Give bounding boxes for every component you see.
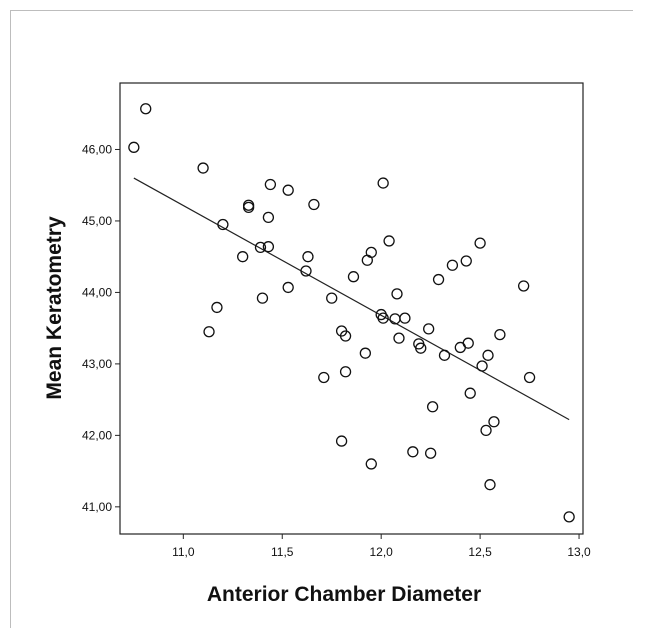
data-point xyxy=(523,371,536,384)
data-point xyxy=(128,141,140,153)
data-point xyxy=(254,241,267,254)
x-tick-label: 11,5 xyxy=(271,545,294,559)
data-point xyxy=(365,458,377,470)
data-point xyxy=(262,241,275,253)
data-point xyxy=(563,511,575,523)
x-tick-label: 13,0 xyxy=(567,545,591,559)
x-axis-title: Anterior Chamber Diameter xyxy=(207,583,481,606)
y-tick-label: 44,00 xyxy=(82,285,112,299)
data-point xyxy=(426,401,439,413)
data-point xyxy=(318,371,330,384)
data-point xyxy=(462,337,474,349)
y-tick-label: 42,00 xyxy=(82,428,112,442)
data-point xyxy=(393,332,405,344)
x-tick-label: 12,0 xyxy=(369,545,393,559)
data-point xyxy=(424,447,437,459)
data-point xyxy=(488,416,500,428)
data-points xyxy=(128,103,575,523)
data-point xyxy=(335,435,348,447)
data-point xyxy=(264,178,277,191)
data-point xyxy=(359,347,372,359)
data-point xyxy=(377,177,389,189)
data-point xyxy=(399,312,411,324)
data-point xyxy=(339,366,352,378)
data-point xyxy=(415,342,427,354)
data-point xyxy=(237,251,249,263)
y-tick-label: 45,00 xyxy=(82,214,112,228)
data-point xyxy=(383,235,395,247)
y-tick-label: 46,00 xyxy=(82,142,112,156)
data-point xyxy=(197,162,209,174)
data-point xyxy=(474,237,486,249)
data-point xyxy=(300,265,312,277)
y-tick-label: 41,00 xyxy=(82,500,112,514)
data-point xyxy=(517,280,530,292)
figure-frame xyxy=(10,10,633,628)
data-point xyxy=(377,312,389,324)
data-point xyxy=(217,218,229,231)
y-tick-label: 43,00 xyxy=(82,357,112,371)
data-point xyxy=(256,292,269,304)
data-point xyxy=(476,360,488,372)
data-point xyxy=(308,198,320,211)
data-point xyxy=(432,273,445,286)
data-point xyxy=(140,103,152,115)
data-point xyxy=(282,184,294,196)
data-point xyxy=(446,259,459,271)
data-point xyxy=(423,323,435,335)
data-point xyxy=(282,281,294,294)
x-axis-ticks: 11,0 11,5 12,0 12,5 13,0 xyxy=(172,534,591,559)
data-point xyxy=(460,255,472,267)
data-point xyxy=(302,251,314,263)
data-point xyxy=(480,424,492,437)
data-point xyxy=(464,387,476,399)
data-point xyxy=(407,446,419,458)
data-point xyxy=(482,349,494,361)
data-point xyxy=(365,246,377,259)
x-tick-label: 11,0 xyxy=(172,545,195,559)
data-point xyxy=(438,349,451,361)
data-point xyxy=(494,328,506,341)
x-tick-label: 12,5 xyxy=(468,545,492,559)
y-axis-ticks: 41,00 42,00 43,00 44,00 45,00 46,00 xyxy=(82,142,120,514)
data-point xyxy=(242,201,255,214)
regression-line xyxy=(133,177,570,421)
data-point xyxy=(211,301,223,314)
data-point xyxy=(262,211,275,224)
data-point xyxy=(326,292,338,304)
data-point xyxy=(347,271,360,283)
data-point xyxy=(484,479,496,491)
data-point xyxy=(203,326,215,338)
plot-area xyxy=(119,82,584,535)
y-axis-title: Mean Keratometry xyxy=(43,216,66,400)
data-point xyxy=(391,288,403,300)
data-point xyxy=(339,330,352,342)
